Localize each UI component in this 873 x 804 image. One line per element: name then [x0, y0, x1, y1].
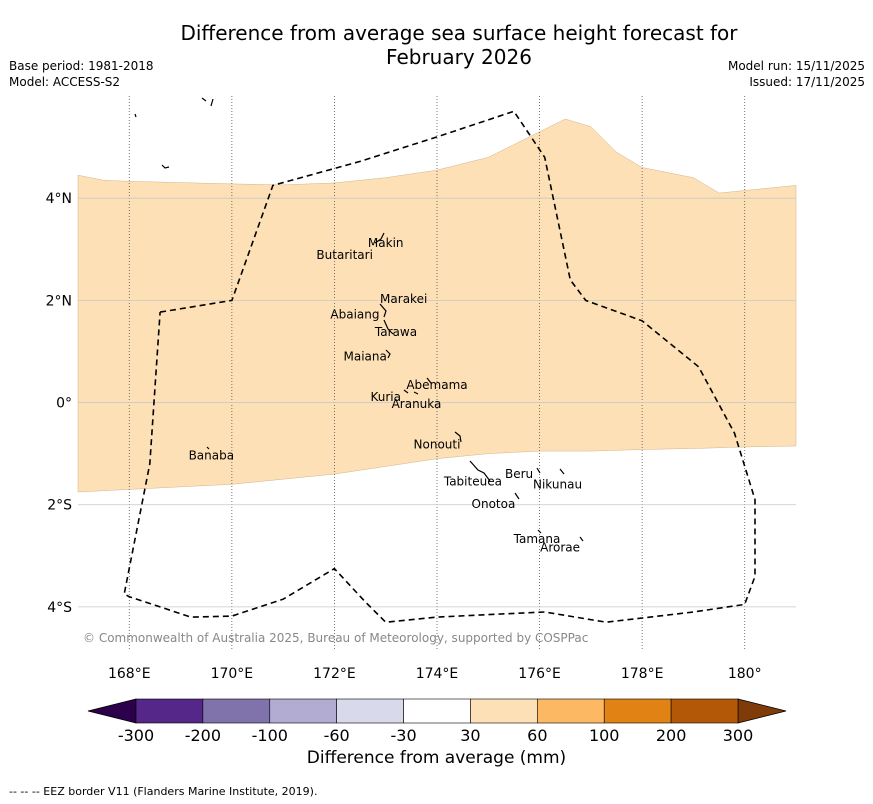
colorbar-bin — [470, 698, 538, 724]
island-label-beru: Beru — [505, 467, 533, 481]
lon-tick-label: 172°E — [313, 666, 356, 682]
island-label-onotoa: Onotoa — [472, 497, 516, 511]
colorbar-tick-label: -30 — [390, 726, 416, 745]
colorbar-tick-label: 100 — [589, 726, 620, 745]
anomaly-band-30-60 — [77, 118, 797, 493]
colorbar-bin — [336, 698, 404, 724]
colorbar-tick-label: -200 — [185, 726, 221, 745]
lat-tick-label: 2°S — [47, 498, 72, 514]
lon-tick-label: 168°E — [108, 666, 151, 682]
colorbar-bin — [537, 698, 605, 724]
anomaly-band-layer — [77, 118, 797, 493]
colorbar-tick-label: 300 — [723, 726, 754, 745]
lon-tick-label: 180° — [728, 666, 762, 682]
island-label-marakei: Marakei — [380, 292, 427, 306]
island-label-nonouti: Nonouti — [414, 437, 461, 451]
island-outline — [210, 98, 214, 107]
island-outline — [514, 492, 520, 500]
island-outline — [403, 389, 409, 394]
island-outline — [559, 468, 565, 475]
colorbar-bin — [135, 698, 204, 724]
title-line-2: February 2026 — [386, 45, 532, 69]
colorbar-low-extend — [87, 698, 137, 724]
island-outline — [161, 164, 170, 169]
island-label-aranuka: Aranuka — [392, 397, 442, 411]
island-label-tamana: Tamana — [513, 532, 561, 546]
island-label-tarawa: Tarawa — [374, 325, 417, 339]
eez-border-layer — [123, 110, 756, 624]
island-outline — [579, 536, 584, 542]
lon-tick-label: 170°E — [211, 666, 254, 682]
island-label-abemama: Abemama — [406, 378, 467, 392]
island-outline — [537, 529, 542, 534]
colorbar-bin — [269, 698, 337, 724]
model-label: Model: ACCESS-S2 — [9, 75, 121, 89]
island-label-abaiang: Abaiang — [330, 308, 379, 322]
colorbar-bin — [603, 698, 672, 724]
island-outline — [426, 377, 432, 384]
colorbar-tick-label: -100 — [252, 726, 288, 745]
colorbar-label: Difference from average (mm) — [306, 748, 567, 768]
eez-border-line — [123, 110, 756, 624]
graticule-layer — [78, 96, 796, 650]
island-outline — [413, 391, 419, 395]
island-outline — [379, 303, 387, 318]
colorbar-tick-label: 200 — [656, 726, 687, 745]
island-label-nikunau: Nikunau — [533, 477, 582, 491]
island-outline — [383, 319, 394, 335]
colorbar-tick-label: -60 — [324, 726, 350, 745]
copyright-notice: © Commonwealth of Australia 2025, Bureau… — [83, 631, 589, 645]
colorbar-bin — [403, 698, 471, 724]
model-run-label: Model run: 15/11/2025 — [727, 59, 865, 73]
colorbar-tick-label: -300 — [118, 726, 154, 745]
colorbar: -300 -200 -100 -60 -30 30 60 100 200 300 — [87, 698, 787, 745]
colorbar-tick-label: 60 — [527, 726, 547, 745]
island-outline — [374, 232, 385, 244]
lon-tick-label: 178°E — [621, 666, 664, 682]
base-period-label: Base period: 1981-2018 — [9, 59, 154, 73]
axis-ticks-layer: 168°E 170°E 172°E 174°E 176°E 178°E 180° 4°N 2°N… — [46, 191, 762, 682]
island-label-makin: Makin — [368, 236, 404, 250]
island-outlines-layer — [134, 97, 584, 542]
lon-tick-label: 176°E — [518, 666, 561, 682]
lat-tick-label: 2°N — [46, 293, 72, 309]
lat-tick-label: 4°N — [46, 191, 72, 207]
title-line-1: Difference from average sea surface heig… — [180, 21, 738, 45]
island-label-butaritari: Butaritari — [316, 248, 373, 262]
colorbar-high-extend — [737, 698, 787, 724]
island-outline — [134, 113, 137, 118]
island-outline — [469, 460, 491, 482]
island-label-banaba: Banaba — [189, 449, 235, 463]
issued-label: Issued: 17/11/2025 — [749, 75, 865, 89]
lat-tick-label: 4°S — [47, 600, 72, 616]
colorbar-tick-label: 30 — [460, 726, 480, 745]
lon-tick-label: 174°E — [416, 666, 459, 682]
island-label-maiana: Maiana — [344, 350, 387, 364]
colorbar-bin — [202, 698, 271, 724]
map-title: Difference from average sea surface heig… — [0, 21, 873, 69]
island-label-kuria: Kuria — [370, 390, 401, 404]
colorbar-bin — [670, 698, 739, 724]
island-outline — [454, 431, 462, 443]
island-outline — [206, 446, 210, 450]
island-outline — [536, 467, 541, 474]
lat-tick-label: 0° — [56, 396, 72, 412]
island-outline — [201, 97, 207, 102]
eez-footnote: -- -- -- EEZ border V11 (Flanders Marine… — [9, 785, 318, 798]
island-label-arorae: Arorae — [540, 541, 580, 555]
island-label-tabiteuea: Tabiteuea — [443, 475, 502, 489]
island-outline — [385, 349, 391, 359]
